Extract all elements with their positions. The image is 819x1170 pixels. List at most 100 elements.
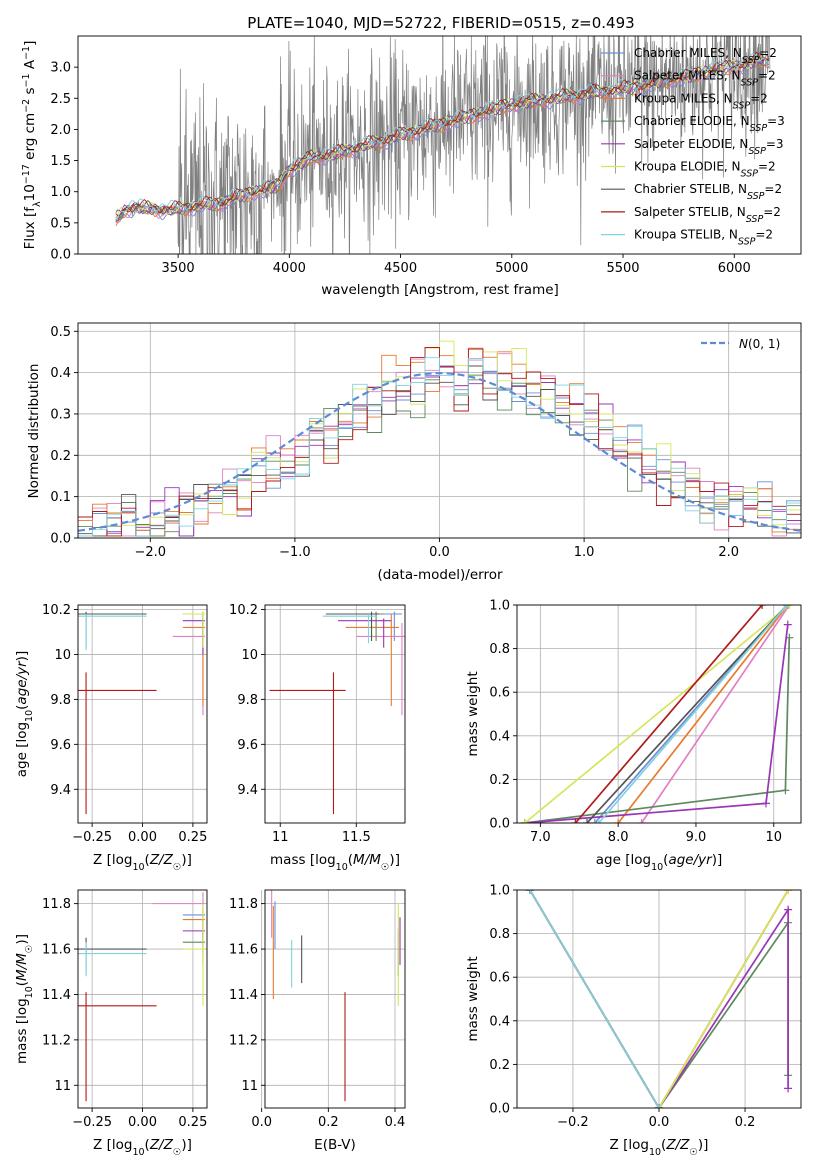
label-part: age [log — [14, 722, 30, 777]
y-tick-label: 10.2 — [229, 603, 258, 618]
y-tick-label: 9.6 — [237, 738, 258, 753]
label-part: =2 — [750, 91, 768, 105]
y-tick-label: 0.0 — [50, 248, 71, 263]
x-tick-label: 2.0 — [718, 545, 739, 560]
y-tick-label: 0.0 — [489, 1102, 510, 1117]
label-part: mass [log — [270, 852, 336, 868]
x-axis-label: E(B-V) — [314, 1137, 356, 1153]
label-part: 10 — [649, 1147, 661, 1158]
y-tick-label: 9.8 — [50, 693, 71, 708]
y-tick-label: 11 — [241, 1079, 258, 1094]
y-tick-label: 11.8 — [229, 897, 258, 912]
label-part: Kroupa ELODIE, N — [634, 160, 741, 174]
legend-entry: Chabrier ELODIE, NSSP=3 — [634, 114, 785, 134]
x-tick-label: 0.2 — [318, 1115, 339, 1130]
label-part: mass weight — [465, 671, 481, 756]
label-part: age/yr — [14, 660, 30, 705]
label-part: )] — [181, 1137, 192, 1153]
y-tick-label: 11.2 — [42, 1033, 71, 1048]
residuals-panel: −2.0 −1.0 0.0 1.0 2.0 0.0 0.1 0.2 0.3 0.4 0.5 (data… — [26, 322, 802, 583]
y-tick-label: 9.6 — [50, 738, 71, 753]
weight-marker — [594, 819, 603, 823]
label-part: Kroupa MILES, N — [634, 91, 733, 105]
legend-entry: Salpeter ELODIE, NSSP=3 — [634, 137, 784, 157]
x-tick-label: 6000 — [718, 261, 751, 276]
y-axis-label: mass [log10(M/M☉)] — [14, 934, 35, 1064]
label-part: ( — [14, 705, 30, 710]
y-tick-label: 0.3 — [50, 407, 71, 422]
label-part: )] — [14, 651, 30, 662]
label-part: SSP — [741, 77, 759, 88]
y-axis-label-wrap: Flux [fλ10−17 erg cm−2 s−1 A−1] — [21, 41, 43, 250]
label-part: Kroupa STELIB, N — [634, 228, 738, 242]
x-axis-label: Z [log10(Z/Z☉)] — [93, 852, 192, 873]
label-part: (0, 1) — [748, 337, 780, 351]
weight-marker — [655, 1104, 663, 1108]
label-part: ☉ — [24, 945, 35, 954]
label-part: ( — [14, 981, 30, 986]
label-part: 10 — [24, 710, 35, 722]
label-part: Salpeter ELODIE, N — [634, 137, 748, 151]
weight-marker — [525, 890, 534, 894]
weight-marker — [784, 905, 793, 914]
label-part: SSP — [742, 55, 760, 66]
label-part: 10 — [24, 986, 35, 998]
label-part: age/yr — [668, 852, 713, 868]
label-part: mass [log — [14, 998, 30, 1064]
y-tick-label: 0.4 — [50, 366, 71, 381]
legend-entry: Kroupa STELIB, NSSP=2 — [634, 228, 773, 248]
label-part: )] — [14, 934, 30, 945]
mass-ebv-frame — [264, 889, 406, 1109]
x-axis-label: Z [log10(Z/Z☉)] — [610, 1137, 709, 1158]
label-part: 10 — [132, 1147, 144, 1158]
label-part: ☉ — [173, 1147, 182, 1158]
label-part: Z [log — [93, 852, 132, 868]
y-tick-label: 1.0 — [50, 185, 71, 200]
model-spectrum-salpeter-miles — [115, 58, 770, 224]
legend-entry: Chabrier STELIB, NSSP=2 — [634, 182, 782, 202]
y-tick-label: 0.5 — [50, 325, 71, 340]
label-part: )] — [712, 852, 723, 868]
label-part: ☉ — [173, 862, 182, 873]
weight-line-chabrier-elodie — [524, 637, 791, 823]
label-part: −17 — [21, 164, 32, 184]
label-part: 10 — [336, 862, 348, 873]
label-part: Z [log — [610, 1137, 649, 1153]
age-mass-grid — [265, 605, 405, 823]
x-tick-label: 8.0 — [608, 830, 629, 845]
x-tick-label: 0.0 — [429, 545, 450, 560]
y-tick-label: 0.5 — [50, 216, 71, 231]
y-tick-label: 0.2 — [489, 773, 510, 788]
model-spectrum-salpeter-stelib — [115, 51, 770, 217]
label-part: SSP — [738, 236, 756, 247]
label-part: =2 — [759, 46, 777, 60]
y-axis-label: mass weight — [465, 956, 481, 1041]
x-tick-label: −0.25 — [72, 1115, 112, 1130]
label-part: 10 — [22, 184, 38, 201]
spectrum-axes: 3500 4000 4500 5000 5500 6000 0.0 0.5 1.0 1.5 2.0 2… — [21, 35, 802, 298]
y-axis-label-wrap: mass [log10(M/M☉)] — [14, 934, 35, 1064]
y-axis-label-wrap: mass weight — [465, 671, 481, 756]
residuals-axes: −2.0 −1.0 0.0 1.0 2.0 0.0 0.1 0.2 0.3 0.4 0.5 (data… — [26, 322, 802, 583]
data-spectrum-line — [115, 36, 771, 254]
label-part: ( — [145, 1137, 150, 1153]
label-part: Z/Z — [149, 852, 174, 868]
label-part: Salpeter STELIB, N — [634, 205, 746, 219]
x-tick-label: 7.0 — [530, 830, 551, 845]
y-tick-label: 1.0 — [489, 884, 510, 899]
label-part: N — [739, 337, 748, 351]
x-tick-label: 0.25 — [178, 1115, 207, 1130]
weight-marker — [784, 890, 793, 894]
y-tick-label: 10 — [54, 648, 71, 663]
label-part: wavelength [Angstrom, rest frame] — [321, 282, 559, 298]
legend-entry: Kroupa ELODIE, NSSP=2 — [634, 160, 776, 180]
weight-line-chabrier-stelib — [586, 605, 788, 823]
y-tick-label: 9.4 — [50, 783, 71, 798]
residuals-plot — [78, 340, 801, 537]
y-tick-label: 9.4 — [237, 783, 258, 798]
weight-marker — [520, 819, 529, 823]
x-tick-label: 0.00 — [128, 1115, 157, 1130]
